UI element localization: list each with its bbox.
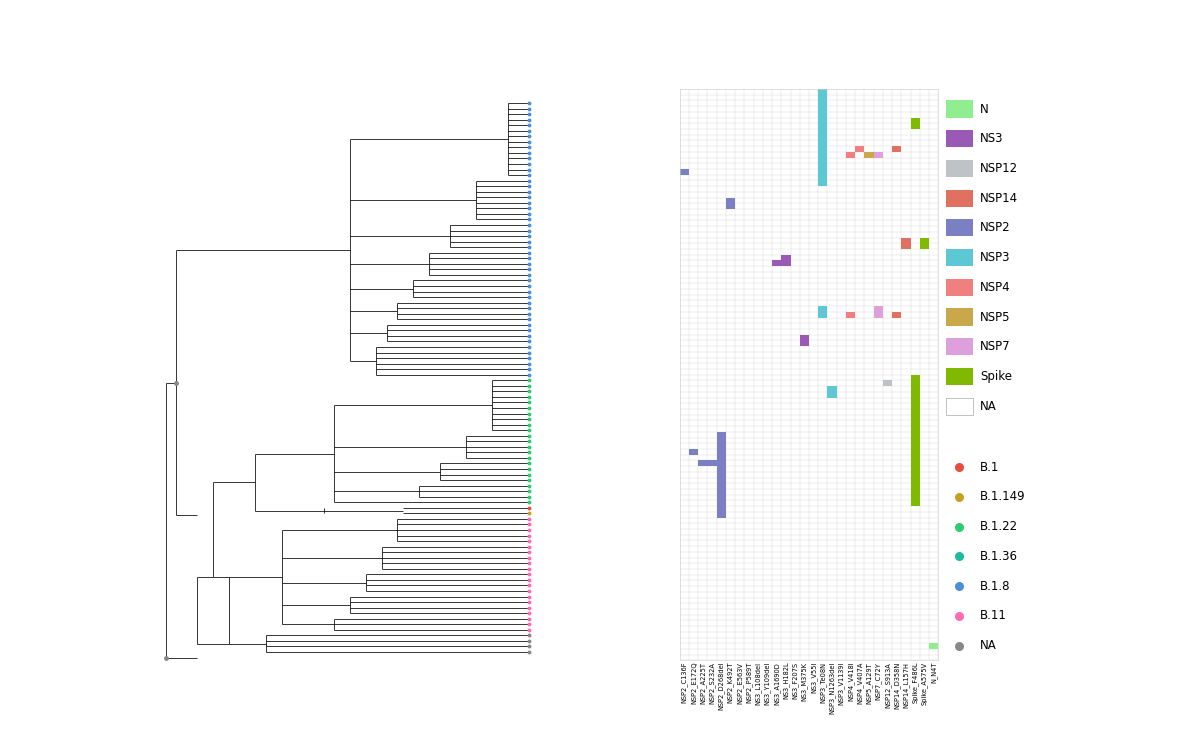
Bar — [911, 375, 920, 506]
Bar — [856, 146, 864, 152]
Bar — [911, 118, 920, 129]
Bar — [901, 237, 911, 249]
Bar — [946, 100, 973, 117]
Bar — [689, 449, 698, 455]
Bar — [946, 249, 973, 266]
Bar — [883, 381, 892, 386]
Bar — [707, 460, 716, 466]
Bar — [946, 368, 973, 385]
Text: NSP3: NSP3 — [980, 251, 1010, 264]
Text: B.11: B.11 — [980, 609, 1007, 623]
Bar — [818, 89, 828, 186]
Bar — [946, 279, 973, 296]
Bar — [679, 169, 689, 174]
Text: NA: NA — [980, 400, 997, 413]
Text: N: N — [980, 102, 989, 116]
Bar — [892, 312, 901, 318]
Text: NSP7: NSP7 — [980, 341, 1010, 353]
Text: NSP14: NSP14 — [980, 191, 1019, 205]
Text: B.1.22: B.1.22 — [980, 520, 1019, 533]
Bar — [799, 335, 809, 346]
Text: B.1.8: B.1.8 — [980, 580, 1010, 593]
Bar — [920, 237, 929, 249]
Bar — [726, 197, 736, 209]
Text: NSP12: NSP12 — [980, 162, 1019, 175]
Bar — [929, 643, 938, 649]
Text: NS3: NS3 — [980, 132, 1003, 145]
Bar — [818, 306, 828, 318]
Text: Spike: Spike — [980, 370, 1013, 383]
Bar — [772, 260, 781, 266]
Bar — [946, 309, 973, 326]
Bar — [946, 160, 973, 177]
Text: NSP4: NSP4 — [980, 280, 1010, 294]
Text: NA: NA — [980, 639, 997, 652]
Text: B.1: B.1 — [980, 461, 1000, 474]
Bar — [946, 338, 973, 355]
Bar — [864, 152, 874, 157]
Text: NSP5: NSP5 — [980, 310, 1010, 324]
Bar — [846, 312, 856, 318]
Bar — [946, 220, 973, 237]
Bar — [846, 152, 856, 157]
Text: B.1.149: B.1.149 — [980, 490, 1026, 504]
Bar — [892, 146, 901, 152]
Bar — [781, 255, 791, 266]
Text: NSP2: NSP2 — [980, 221, 1010, 234]
Bar — [874, 152, 883, 157]
Bar — [698, 460, 707, 466]
Bar — [946, 130, 973, 148]
Bar — [828, 386, 836, 398]
Bar — [874, 306, 883, 318]
Bar — [946, 190, 973, 207]
Text: B.1.36: B.1.36 — [980, 550, 1019, 563]
Bar — [946, 398, 973, 415]
Bar — [716, 432, 726, 518]
